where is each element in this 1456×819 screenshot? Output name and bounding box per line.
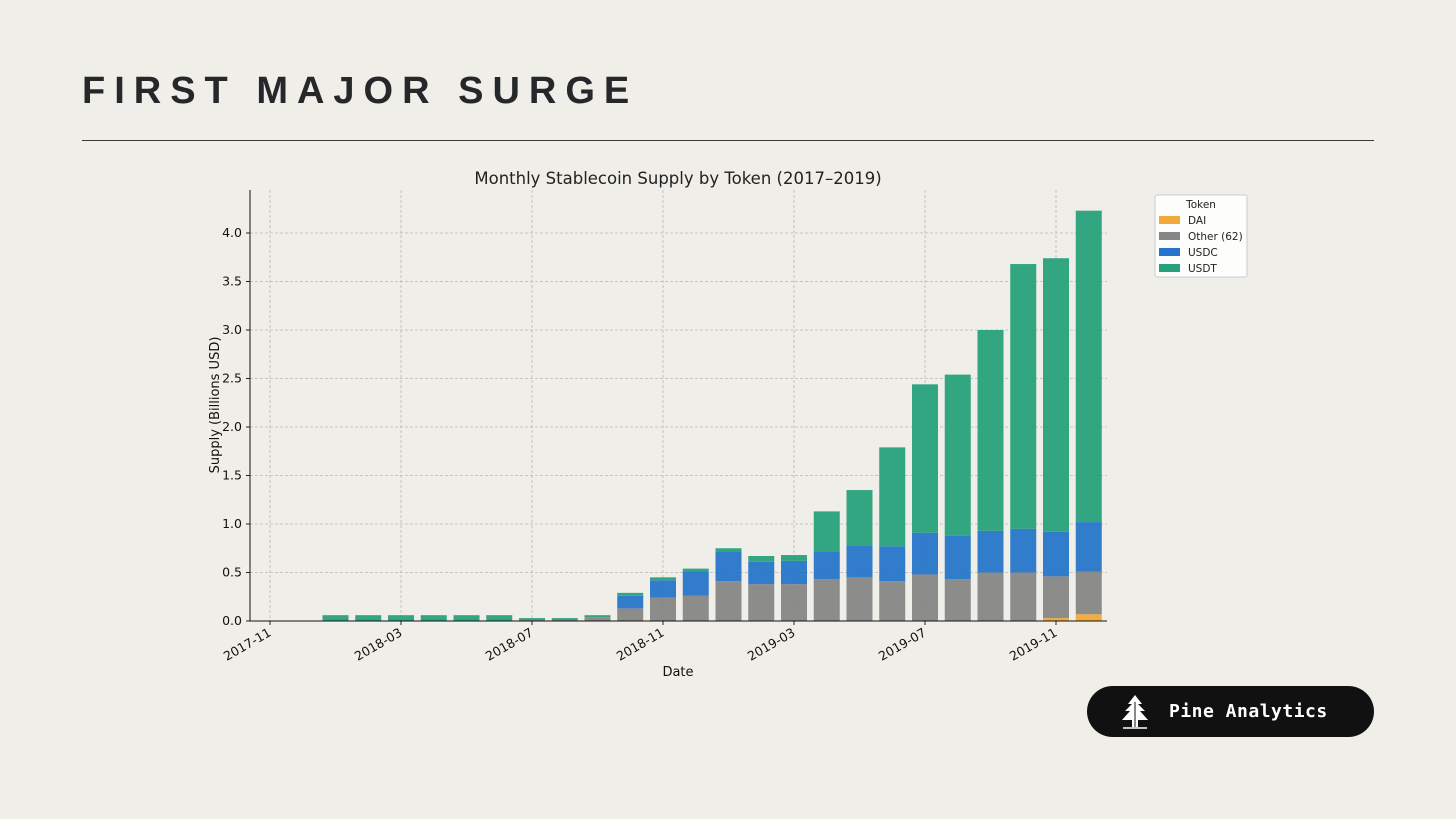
bar-usdt-2019-09 [977, 330, 1004, 531]
slide-title: FIRST MAJOR SURGE [82, 70, 639, 112]
bar-usdc-2019-06 [879, 546, 906, 582]
legend-label: Other (62) [1188, 231, 1243, 243]
bar-usdc-2018-12 [682, 571, 709, 596]
bar-other-62--2019-09 [977, 572, 1004, 621]
legend-swatch-dai [1159, 216, 1180, 224]
bar-other-62--2019-07 [912, 574, 938, 621]
bar-usdc-2019-09 [977, 530, 1004, 573]
bar-usdt-2019-02 [748, 556, 775, 562]
x-tick-label: 2018-11 [614, 625, 667, 664]
bar-other-62--2018-09 [584, 617, 611, 621]
bar-usdt-2019-01 [715, 548, 742, 552]
legend-title: Token [1185, 199, 1216, 211]
bar-usdt-2019-07 [912, 384, 938, 533]
y-axis-label: Supply (Billions USD) [208, 337, 223, 474]
title-divider [82, 140, 1374, 141]
bar-usdc-2019-04 [813, 551, 840, 580]
x-tick-label: 2018-07 [483, 625, 536, 664]
bar-other-62--2019-12 [1075, 571, 1102, 615]
brand-name: Pine Analytics [1169, 701, 1328, 722]
bar-usdc-2019-07 [912, 532, 938, 575]
bar-usdt-2019-08 [944, 374, 971, 536]
bar-usdc-2019-01 [715, 551, 742, 582]
x-tick-label: 2019-07 [876, 625, 929, 664]
bar-usdt-2018-04 [420, 615, 447, 621]
bar-usdc-2019-05 [846, 545, 873, 578]
bar-usdt-2018-06 [486, 615, 513, 621]
brand-badge: Pine Analytics [1087, 686, 1374, 737]
y-tick-label: 2.0 [222, 419, 242, 434]
chart-title: Monthly Stablecoin Supply by Token (2017… [474, 169, 881, 188]
y-tick-label: 4.0 [222, 225, 242, 240]
bar-usdt-2018-08 [551, 618, 578, 621]
x-axis-label: Date [662, 665, 693, 680]
bar-dai-2019-11 [1043, 618, 1069, 621]
bars [322, 210, 1102, 621]
bar-usdt-2019-06 [879, 447, 906, 547]
bar-other-62--2019-08 [944, 579, 971, 621]
y-tick-label: 3.0 [222, 322, 242, 337]
bar-usdt-2018-05 [453, 615, 480, 621]
bar-other-62--2019-04 [813, 579, 840, 621]
bar-usdc-2018-11 [650, 580, 676, 598]
legend: Token DAI Other (62) USDC USDT [1154, 194, 1248, 278]
bar-other-62--2019-06 [879, 581, 906, 621]
legend-swatch-usdc [1159, 248, 1180, 256]
y-tick-label: 0.0 [222, 613, 242, 628]
bar-other-62--2019-03 [781, 584, 807, 621]
bar-usdt-2019-03 [781, 555, 807, 561]
bar-usdt-2018-11 [650, 577, 676, 581]
bar-usdt-2019-10 [1010, 264, 1037, 529]
bar-usdt-2019-04 [813, 511, 840, 552]
x-tick-label: 2019-03 [745, 625, 798, 664]
bar-usdt-2018-07 [519, 618, 545, 621]
x-tick-label: 2018-03 [352, 625, 405, 664]
bar-other-62--2019-10 [1010, 572, 1037, 621]
bar-other-62--2019-01 [715, 581, 742, 621]
bar-other-62--2018-12 [682, 595, 709, 621]
bar-usdt-2018-03 [388, 615, 414, 621]
bar-usdt-2019-12 [1075, 210, 1102, 523]
bar-usdc-2019-02 [748, 561, 775, 585]
bar-usdt-2019-11 [1043, 258, 1069, 532]
x-tick-label: 2019-11 [1007, 625, 1060, 664]
bar-dai-2019-12 [1075, 614, 1102, 621]
bar-other-62--2019-11 [1043, 576, 1069, 619]
y-tick-label: 3.5 [222, 274, 242, 289]
bar-usdc-2019-10 [1010, 528, 1037, 573]
bar-usdt-2019-05 [846, 490, 873, 546]
legend-box [1154, 194, 1248, 278]
bar-usdc-2019-03 [781, 560, 807, 585]
bar-usdt-2018-12 [682, 568, 709, 572]
bar-other-62--2018-10 [617, 608, 644, 621]
y-tick-label: 1.0 [222, 516, 242, 531]
bar-usdt-2018-01 [322, 615, 349, 621]
y-tick-label: 2.5 [222, 371, 242, 386]
bar-usdc-2018-10 [617, 595, 644, 609]
pine-tree-icon [1122, 694, 1148, 729]
bar-usdc-2019-12 [1075, 522, 1102, 572]
bar-other-62--2018-11 [650, 597, 676, 621]
legend-label: USDC [1188, 247, 1218, 259]
bar-other-62--2019-05 [846, 577, 873, 621]
bar-usdt-2018-09 [584, 615, 611, 618]
y-tick-label: 1.5 [222, 468, 242, 483]
bar-other-62--2019-02 [748, 584, 775, 621]
legend-label: USDT [1188, 263, 1217, 275]
bar-usdt-2018-02 [355, 615, 382, 621]
y-tick-label: 0.5 [222, 565, 242, 580]
legend-swatch-usdt [1159, 264, 1180, 272]
x-tick-label: 2017-11 [221, 625, 274, 664]
bar-usdt-2018-10 [617, 592, 644, 596]
bar-usdc-2019-11 [1043, 531, 1069, 577]
bar-usdc-2019-08 [944, 535, 971, 580]
legend-label: DAI [1188, 215, 1206, 227]
legend-swatch-other-62- [1159, 232, 1180, 240]
